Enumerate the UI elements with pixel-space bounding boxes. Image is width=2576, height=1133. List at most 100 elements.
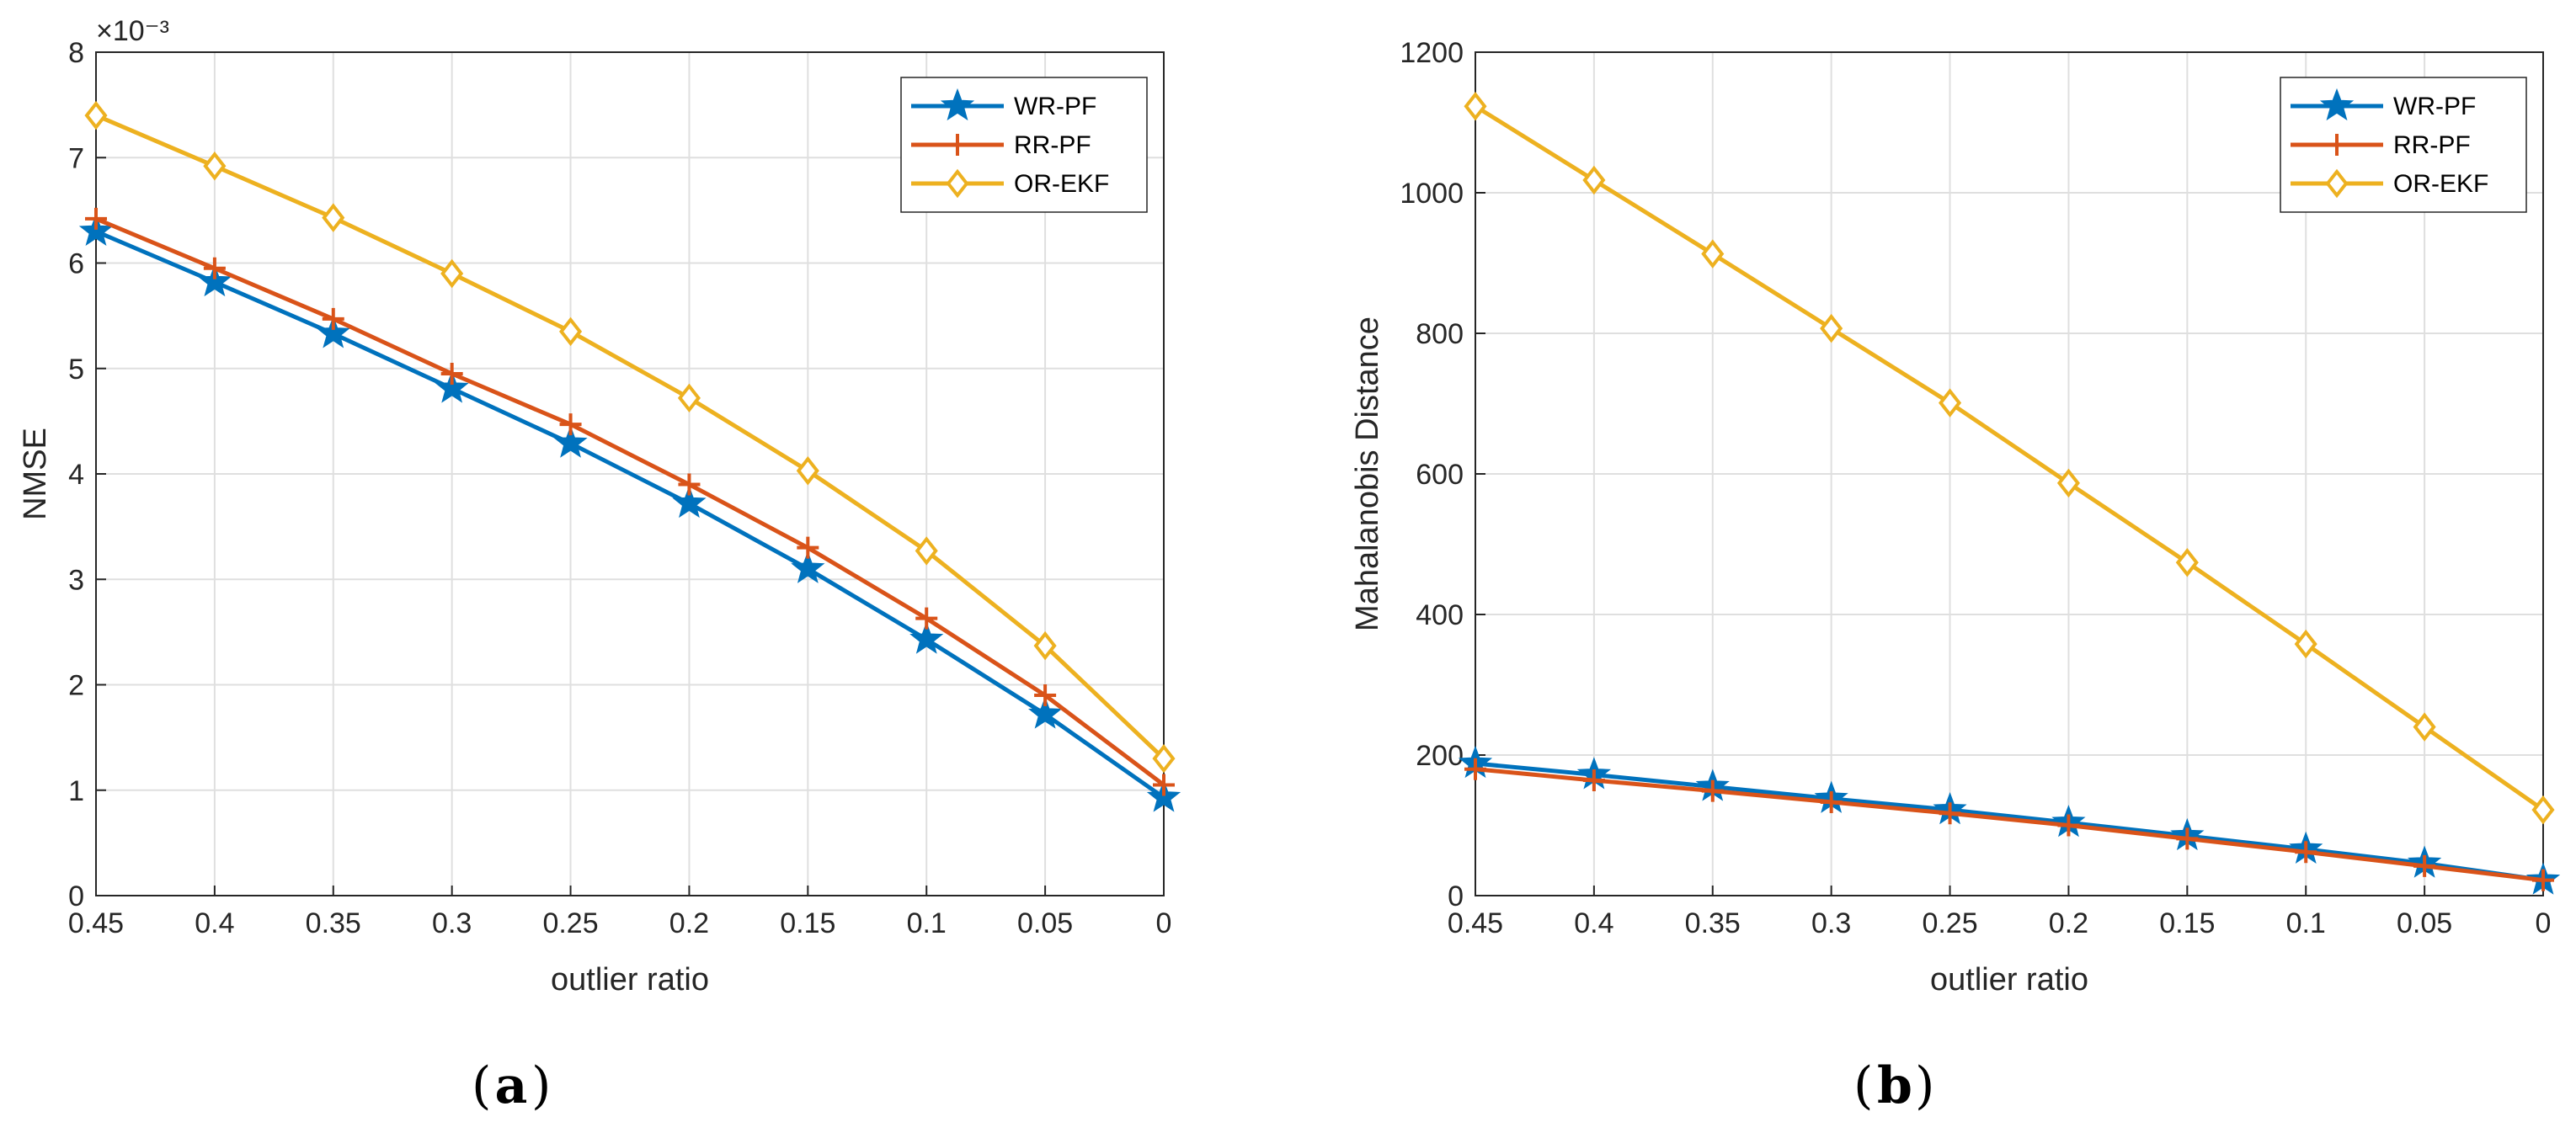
panel-a-or-ekf-point xyxy=(440,258,464,289)
svg-text:): ) xyxy=(1915,1056,1934,1115)
panel-b-y-tick-label: 600 xyxy=(1416,459,1464,491)
panel-b-y-tick-label: 400 xyxy=(1416,599,1464,631)
panel-a-or-ekf-point xyxy=(1033,630,1057,661)
panel-a-rr-pf-point xyxy=(440,363,463,386)
panel-b-rr-pf-point xyxy=(1701,779,1724,802)
panel-b-y-tick-label: 1000 xyxy=(1400,178,1464,210)
panel-a-y-tick-label: 7 xyxy=(68,142,84,174)
panel-a-legend-or-ekf-label: OR-EKF xyxy=(1014,170,1109,198)
panel-a-wr-pf-point xyxy=(553,425,588,458)
panel-b-rr-pf-point xyxy=(2532,869,2554,891)
panel-a-wr-pf-point xyxy=(1027,696,1063,729)
panel-a-or-ekf-point xyxy=(203,152,227,181)
panel-a-y-tick-label: 3 xyxy=(68,564,84,596)
panel-a-wr-pf-point xyxy=(909,621,944,654)
panel-b-or-ekf-point xyxy=(1820,313,1843,343)
panel-a-wr-pf-point xyxy=(316,316,350,348)
panel-a-y-tick-label: 8 xyxy=(68,37,84,69)
panel-b-label: ( b ) xyxy=(1853,1056,1934,1115)
panel-b-ticks: 0.45 0.4 0.35 0.3 0.25 0.2 0.15 0.1 0.05 0 0 200 400… xyxy=(1400,37,2551,939)
panel-b-y-tick-label: 1200 xyxy=(1400,37,1464,69)
panel-b-x-tick-label: 0.2 xyxy=(2049,907,2088,939)
panel-a-wr-pf-point xyxy=(435,370,469,403)
panel-b-legend-rr-pf-marker xyxy=(2326,134,2348,156)
panel-b-rr-pf-point xyxy=(2295,841,2317,864)
panel-b-legend-rr-pf-label: RR-PF xyxy=(2393,131,2471,159)
svg-text:(: ( xyxy=(472,1056,491,1115)
panel-a-x-tick-label: 0.25 xyxy=(542,907,598,939)
panel-b-x-tick-label: 0.4 xyxy=(1574,907,1613,939)
panel-b-x-tick-label: 0.25 xyxy=(1922,907,1977,939)
panel-b-rr-pf-point xyxy=(1464,758,1486,780)
panel-b-or-ekf-point xyxy=(1701,239,1725,269)
panel-a-x-tick-label: 0.3 xyxy=(432,907,472,939)
panel-b-or-ekf-point xyxy=(1939,388,1962,418)
panel-b-or-ekf-line xyxy=(1474,104,2545,812)
panel-a-series-or-ekf xyxy=(84,100,1176,774)
panel-a-wr-pf-line xyxy=(95,229,1165,800)
panel-b-series xyxy=(1458,92,2561,895)
panel-a-wr-pf-point xyxy=(1146,779,1181,812)
panel-a-legend-entry-rr-pf: RR-PF xyxy=(911,131,1091,159)
panel-b-y-tick-label: 800 xyxy=(1416,318,1464,350)
panel-a-x-axis-label: outlier ratio xyxy=(551,962,709,997)
panel-b-x-tick-label: 0.35 xyxy=(1685,907,1741,939)
panel-a-or-ekf-point xyxy=(84,100,108,130)
panel-a-ticks: 0.45 0.4 0.35 0.3 0.25 0.2 0.15 0.1 0.05 0 0 1 2 3 4 5 6… xyxy=(68,37,1172,939)
panel-a-rr-pf-point xyxy=(85,207,107,230)
panel-a-legend: WR-PF RR-PF OR-EKF xyxy=(900,77,1148,213)
panel-a-legend-wr-pf-marker xyxy=(940,88,975,121)
panel-b-legend-entry-rr-pf: RR-PF xyxy=(2291,131,2471,159)
panel-b-label-text: b xyxy=(1877,1056,1912,1115)
panel-b-x-tick-label: 0.05 xyxy=(2397,907,2452,939)
panel-a-or-ekf-line xyxy=(95,113,1165,761)
panel-b-legend-or-ekf-marker xyxy=(2325,168,2349,199)
panel-b-or-ekf-point xyxy=(2175,547,2199,577)
panel-a-rr-pf-line xyxy=(95,216,1165,787)
panel-b-or-ekf-point xyxy=(2531,795,2555,825)
panel-a-or-ekf-point xyxy=(677,383,701,413)
panel-b-or-ekf-point xyxy=(2294,629,2317,659)
panel-a-series-wr-pf xyxy=(78,213,1181,812)
panel-a-x-tick-label: 0.1 xyxy=(907,907,947,939)
panel-a-legend-rr-pf-label: RR-PF xyxy=(1014,131,1091,159)
svg-text:): ) xyxy=(531,1056,551,1115)
panel-a-rr-pf-point xyxy=(322,307,344,330)
panel-b-x-tick-label: 0.45 xyxy=(1448,907,1503,939)
panel-b-rr-pf-point xyxy=(1939,802,1961,825)
panel-b-legend-entry-wr-pf: WR-PF xyxy=(2291,88,2476,121)
panel-a-y-tick-label: 0 xyxy=(68,880,84,912)
panel-b-legend-or-ekf-label: OR-EKF xyxy=(2393,170,2488,198)
panel-a-legend-wr-pf-label: WR-PF xyxy=(1014,93,1096,120)
panel-b-legend-entry-or-ekf: OR-EKF xyxy=(2291,168,2488,199)
panel-a-nmse-chart: 0.45 0.4 0.35 0.3 0.25 0.2 0.15 0.1 0.05 0 0 1 2 3 4 5 6… xyxy=(18,15,1181,1115)
panel-b-or-ekf-point xyxy=(2413,712,2436,742)
panel-a-wr-pf-point xyxy=(672,485,707,519)
panel-a-label-text: a xyxy=(495,1056,528,1115)
panel-b-x-tick-label: 0.15 xyxy=(2159,907,2215,939)
panel-a-rr-pf-point xyxy=(915,607,938,630)
panel-a-or-ekf-point xyxy=(796,456,819,486)
panel-b-or-ekf-point xyxy=(1464,92,1487,121)
panel-a-y-axis-label: NMSE xyxy=(18,428,53,520)
panel-b-x-tick-label: 0 xyxy=(2536,907,2552,939)
panel-b-y-tick-label: 200 xyxy=(1416,740,1464,772)
panel-a-x-tick-label: 0 xyxy=(1156,907,1172,939)
panel-a-legend-rr-pf-marker xyxy=(947,134,968,156)
panel-a-wr-pf-point xyxy=(197,263,232,297)
panel-a-rr-pf-point xyxy=(1034,684,1057,707)
panel-a-or-ekf-point xyxy=(1152,743,1176,774)
panel-b-wr-pf-line xyxy=(1475,761,2544,883)
panel-a-x-tick-label: 0.05 xyxy=(1017,907,1073,939)
panel-b-rr-pf-point xyxy=(2057,814,2080,837)
panel-a-x-tick-label: 0.2 xyxy=(669,907,709,939)
panel-b-series-or-ekf xyxy=(1464,92,2555,825)
panel-a-y-tick-label: 5 xyxy=(68,354,84,386)
panel-a-rr-pf-point xyxy=(678,473,701,496)
panel-b-rr-pf-point xyxy=(1582,769,1605,792)
panel-b-mahalanobis-chart: 0.45 0.4 0.35 0.3 0.25 0.2 0.15 0.1 0.05 0 0 200 400… xyxy=(1350,37,2561,1115)
panel-b-rr-pf-line xyxy=(1475,767,2544,883)
panel-b-x-tick-label: 0.3 xyxy=(1811,907,1851,939)
panel-a-legend-entry-or-ekf: OR-EKF xyxy=(911,168,1109,199)
